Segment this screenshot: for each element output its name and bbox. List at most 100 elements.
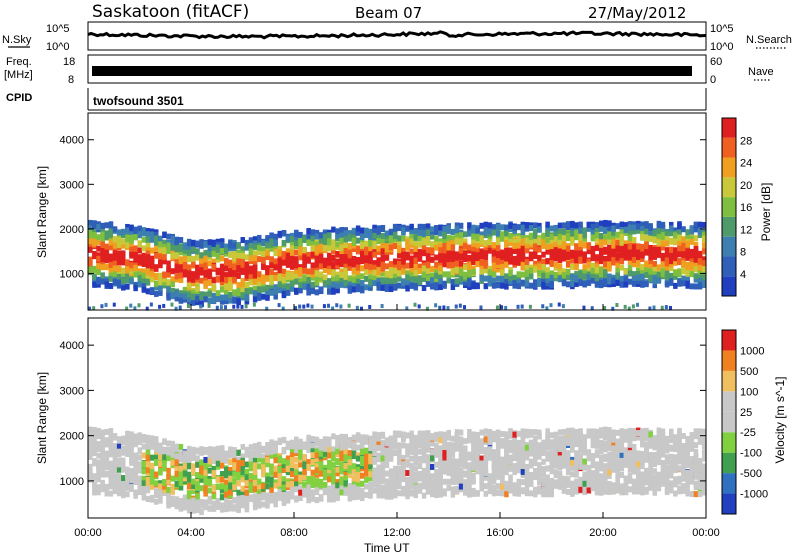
power-cell <box>364 269 369 276</box>
power-cell <box>479 235 484 242</box>
power-cell <box>438 260 443 267</box>
power-cell <box>153 237 159 244</box>
velocity-cell <box>244 474 250 481</box>
velocity-cell <box>298 489 303 496</box>
power-cell <box>590 251 596 258</box>
power-cell <box>392 230 398 237</box>
velocity-cell <box>368 445 373 452</box>
power-cell <box>240 292 245 299</box>
velocity-cell <box>224 497 229 504</box>
power-cell <box>512 280 517 287</box>
power-cell <box>232 304 236 309</box>
power-cell <box>248 265 254 272</box>
power-cell <box>644 281 649 288</box>
velocity-cell <box>331 451 336 458</box>
power-cell <box>673 227 678 234</box>
power-cell <box>149 255 155 262</box>
power-cell <box>133 306 137 311</box>
power-cell <box>442 231 447 238</box>
velocity-cell <box>331 471 336 478</box>
power-cell <box>178 293 184 300</box>
power-cell <box>504 240 509 247</box>
power-cell <box>516 304 520 309</box>
velocity-cell <box>343 471 348 478</box>
power-cell <box>668 237 674 244</box>
velocity-cell <box>88 431 93 438</box>
velocity-cell <box>302 469 307 476</box>
power-cell <box>644 234 649 241</box>
power-cell <box>520 255 526 262</box>
power-cell <box>351 273 357 280</box>
power-cell <box>351 276 357 283</box>
power-cell <box>557 272 563 279</box>
power-cell <box>108 221 114 228</box>
velocity-cell <box>252 486 258 493</box>
power-cell <box>668 261 674 268</box>
power-cell <box>640 274 645 281</box>
power-cell <box>265 265 270 272</box>
power-cell <box>697 258 703 265</box>
velocity-cell <box>116 487 122 494</box>
power-cell <box>314 233 320 240</box>
power-cell <box>269 279 274 286</box>
power-cell <box>306 239 311 246</box>
power-cell <box>339 304 343 309</box>
velocity-cell <box>318 450 324 457</box>
power-cell <box>586 243 592 250</box>
power-cell <box>491 277 497 284</box>
power-cell <box>409 248 414 255</box>
power-cell <box>244 261 250 268</box>
velocity-cell <box>149 466 155 473</box>
power-cell <box>298 264 303 271</box>
power-cell <box>487 228 493 235</box>
power-cell <box>648 268 653 275</box>
power-cell <box>668 254 674 261</box>
power-cell <box>384 263 390 270</box>
power-cell <box>673 253 678 260</box>
power-cell <box>689 238 695 245</box>
velocity-cell <box>322 469 328 476</box>
velocity-cell <box>310 448 316 455</box>
velocity-cell <box>125 484 130 491</box>
power-cell <box>413 245 419 252</box>
power-cell <box>232 289 237 296</box>
power-cell <box>594 222 600 229</box>
velocity-cell <box>219 483 225 490</box>
velocity-cell <box>88 445 93 452</box>
power-cell <box>458 242 464 249</box>
power-cell <box>656 277 662 284</box>
power-cell <box>656 271 662 278</box>
power-cell <box>693 252 699 259</box>
velocity-cell <box>347 482 353 489</box>
power-cell <box>158 275 163 282</box>
power-cell <box>351 267 357 274</box>
power-cell <box>327 245 332 252</box>
velocity-cell <box>351 494 357 501</box>
power-cell <box>627 270 633 277</box>
power-cell <box>236 298 241 305</box>
power-cell <box>689 248 695 255</box>
power-cell <box>162 279 167 286</box>
power-cell <box>545 267 550 274</box>
velocity-cell <box>211 505 217 512</box>
power-cell <box>158 304 162 309</box>
power-cell <box>92 253 97 260</box>
power-cell <box>442 243 447 250</box>
velocity-cell <box>306 463 311 470</box>
power-cell <box>467 267 472 274</box>
power-cell <box>541 281 546 288</box>
power-cell <box>306 256 311 263</box>
power-cell <box>129 234 134 241</box>
power-cell <box>298 304 302 309</box>
velocity-cell <box>158 493 163 500</box>
power-cell <box>125 306 129 311</box>
colorbar-frame <box>721 117 737 297</box>
power-cell <box>100 235 105 242</box>
power-cell <box>413 277 419 284</box>
velocity-cell <box>174 474 180 481</box>
velocity-cell <box>133 433 138 440</box>
power-cell <box>141 268 147 275</box>
power-cell <box>153 247 159 254</box>
power-cell <box>557 247 563 254</box>
power-cell <box>557 263 563 270</box>
